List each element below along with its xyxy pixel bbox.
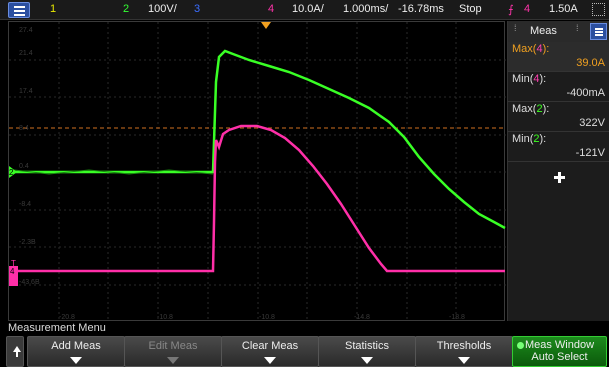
svg-text:4: 4 [10,267,15,276]
measurement-panel: ⁞ Meas ⁞ Max(4): 39.0A Min(4): -400mA Ma… [507,21,609,321]
softkey-bar: Add Meas Edit Meas Clear Meas Statistics… [0,336,609,367]
add-measurement-plus-icon[interactable] [553,171,567,185]
ch4-trace [14,124,505,273]
run-state[interactable]: Stop [459,3,482,15]
meas-item[interactable]: Max(4): 39.0A [508,42,609,72]
svg-text:2: 2 [9,168,14,177]
down-arrow-icon [167,357,179,364]
timebase: 1.000ms/ [343,3,389,15]
graticule [9,22,506,322]
clear-meas-softkey[interactable]: Clear Meas [221,336,319,367]
bottom-tick: -14.8 [354,314,370,321]
drag-grip-icon[interactable]: ⁞ [514,23,517,33]
add-meas-softkey[interactable]: Add Meas [27,336,125,367]
bottom-tick: -18.8 [449,314,465,321]
waveform-display[interactable]: 27.4 21.4 17.4 8.4 0.4 -8.4 -2.3B -43.6B… [8,21,506,322]
meas-value: -121V [575,147,605,159]
menu-title: Measurement Menu [0,322,609,336]
down-arrow-icon [264,357,276,364]
trigger-edge-icon: ⨍ [508,4,514,16]
meas-value: 39.0A [576,57,605,69]
statistics-softkey[interactable]: Statistics [318,336,416,367]
left-tick: 0.4 [19,163,29,170]
meas-value: 322V [579,117,605,129]
trigger-level: 1.50A [549,3,578,15]
ch2-noise [13,169,214,175]
left-tick: 17.4 [19,88,33,95]
thresholds-softkey[interactable]: Thresholds [415,336,513,367]
up-arrow-icon [13,346,21,352]
meas-label: Max(4): [512,43,550,55]
meas-value: -400mA [566,87,605,99]
bottom-tick: -10.8 [259,314,275,321]
ch2-trace [14,49,506,230]
ch4-indicator[interactable]: 4 [268,3,275,15]
panel-menu-icon[interactable] [590,23,607,40]
meas-item[interactable]: Min(4): -400mA [508,72,609,102]
trigger-level-marker: T [11,259,16,268]
meas-label: Min(4): [512,73,547,85]
down-arrow-icon [458,357,470,364]
down-arrow-icon [70,357,82,364]
ch1-indicator[interactable]: 1 [50,3,57,15]
left-tick: -43.6B [19,279,40,286]
back-button[interactable] [6,336,24,367]
drag-grip-icon[interactable]: ⁞ [576,23,579,33]
meas-item[interactable]: Max(2): 322V [508,102,609,132]
trigger-source: 4 [524,3,531,15]
meas-panel-title: Meas [530,25,557,37]
waveform-svg: 27.4 21.4 17.4 8.4 0.4 -8.4 -2.3B -43.6B… [9,22,506,322]
meas-panel-header: ⁞ Meas ⁞ [508,21,609,42]
meas-window-label: Meas Window [524,339,595,351]
left-tick: -2.3B [19,239,36,246]
screen-toggle-icon[interactable] [592,3,605,16]
bottom-tick: -20.8 [59,314,75,321]
bottom-tick-labels: -20.8 -10.8 -10.8 -14.8 -18.8 [59,314,465,321]
edit-meas-softkey[interactable]: Edit Meas [124,336,222,367]
ch3-indicator[interactable]: 3 [194,3,201,15]
ch4-ground-marker[interactable]: 4 [9,266,18,286]
status-bar: 1 2 100V/ 3 4 10.0A/ 1.000ms/ -16.78ms S… [0,0,609,20]
meas-label: Max(2): [512,103,550,115]
down-arrow-icon [361,357,373,364]
left-tick: 8.4 [19,125,29,132]
left-tick: 27.4 [19,27,33,34]
left-tick: -8.4 [19,201,31,208]
auto-select-label: Auto Select [531,351,588,363]
ch2-ground-marker[interactable]: 2 [9,166,17,178]
ch4-scale: 10.0A/ [292,3,324,15]
active-indicator-icon [517,342,524,349]
ch2-indicator[interactable]: 2 [123,3,130,15]
left-tick-labels: 27.4 21.4 17.4 8.4 0.4 -8.4 -2.3B -43.6B [19,27,40,286]
meas-window-softkey[interactable]: Meas Window Auto Select [512,336,607,367]
meas-label: Min(2): [512,133,547,145]
delay: -16.78ms [398,3,444,15]
trigger-position-marker [261,22,271,29]
main-menu-button[interactable] [8,2,30,18]
meas-item[interactable]: Min(2): -121V [508,132,609,162]
left-tick: 21.4 [19,50,33,57]
bottom-tick: -10.8 [157,314,173,321]
ch2-scale: 100V/ [148,3,177,15]
